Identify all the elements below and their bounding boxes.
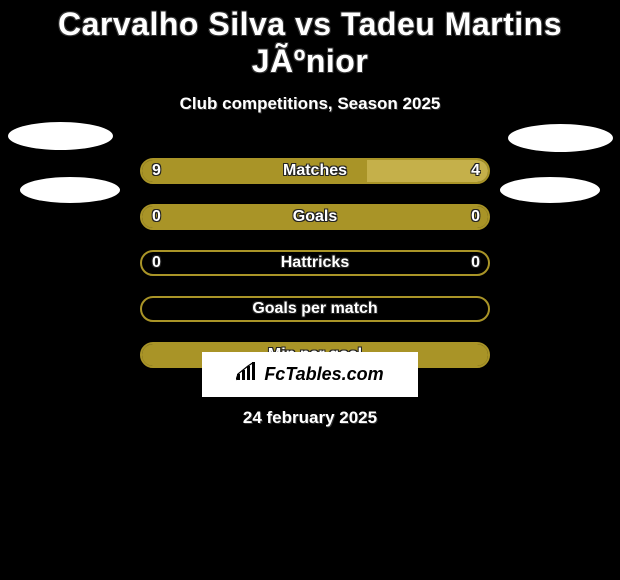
stat-row: Hattricks00 xyxy=(0,250,620,276)
stat-bar-fill-left xyxy=(142,206,488,228)
logo-text: FcTables.com xyxy=(264,364,383,385)
stat-row: Matches94 xyxy=(0,158,620,184)
stat-bar-track xyxy=(140,158,490,184)
page-subtitle: Club competitions, Season 2025 xyxy=(0,94,620,114)
stat-bar-track xyxy=(140,250,490,276)
stat-value-right: 0 xyxy=(471,250,480,276)
stat-row: Goals00 xyxy=(0,204,620,230)
decorative-ellipse xyxy=(8,122,113,150)
stat-bar-fill-left xyxy=(142,160,367,182)
stat-value-left: 0 xyxy=(152,250,161,276)
stat-bar-track xyxy=(140,296,490,322)
stat-value-right: 4 xyxy=(471,158,480,184)
page-title: Carvalho Silva vs Tadeu Martins JÃºnior xyxy=(0,0,620,80)
comparison-panel: Carvalho Silva vs Tadeu Martins JÃºnior … xyxy=(0,0,620,580)
stat-bar-fill-right xyxy=(367,160,488,182)
stat-row: Goals per match xyxy=(0,296,620,322)
stat-value-right: 0 xyxy=(471,204,480,230)
bar-chart-icon xyxy=(236,362,260,387)
decorative-ellipse xyxy=(508,124,613,152)
logo-box: FcTables.com xyxy=(202,352,418,397)
stat-value-left: 0 xyxy=(152,204,161,230)
stat-value-left: 9 xyxy=(152,158,161,184)
stat-bar-track xyxy=(140,204,490,230)
date-text: 24 february 2025 xyxy=(0,408,620,428)
